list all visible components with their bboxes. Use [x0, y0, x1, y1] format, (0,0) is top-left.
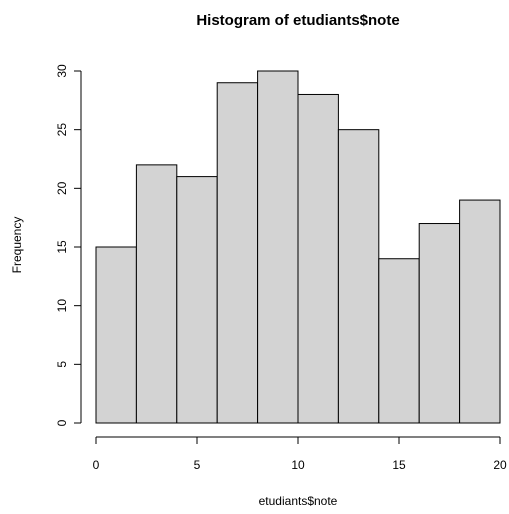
y-tick-label: 15	[55, 240, 69, 254]
histogram-bar-8	[378, 258, 420, 424]
histogram-bar-2	[135, 164, 178, 424]
histogram-bar-4	[216, 82, 259, 424]
y-tick-label: 5	[55, 361, 69, 368]
x-tick-label: 5	[194, 458, 201, 472]
x-tick-label: 0	[93, 458, 100, 472]
y-tick-label: 20	[55, 181, 69, 195]
histogram-bar-10	[459, 199, 501, 424]
histogram-bar-6	[297, 93, 339, 424]
y-axis-label: Frequency	[10, 217, 24, 274]
histogram-bar-9	[418, 223, 461, 424]
y-tick-label: 30	[55, 64, 69, 78]
x-axis-label: etudiants$note	[259, 494, 338, 508]
histogram-bar-5	[257, 70, 299, 424]
y-tick-label: 25	[55, 123, 69, 137]
histogram-bar-3	[176, 176, 218, 424]
x-tick-label: 10	[291, 458, 305, 472]
histogram-bar-1	[95, 246, 137, 424]
y-tick-label: 10	[55, 299, 69, 313]
bars-group	[95, 70, 501, 424]
x-tick-label: 15	[392, 458, 406, 472]
y-axis: 0 5 10 15 20 25 30	[55, 64, 82, 426]
y-tick-label: 0	[55, 419, 69, 426]
chart-title: Histogram of etudiants$note	[196, 12, 399, 29]
x-tick-label: 20	[493, 458, 507, 472]
x-axis: 0 5 10 15 20	[93, 436, 507, 472]
histogram-bar-7	[337, 129, 380, 424]
